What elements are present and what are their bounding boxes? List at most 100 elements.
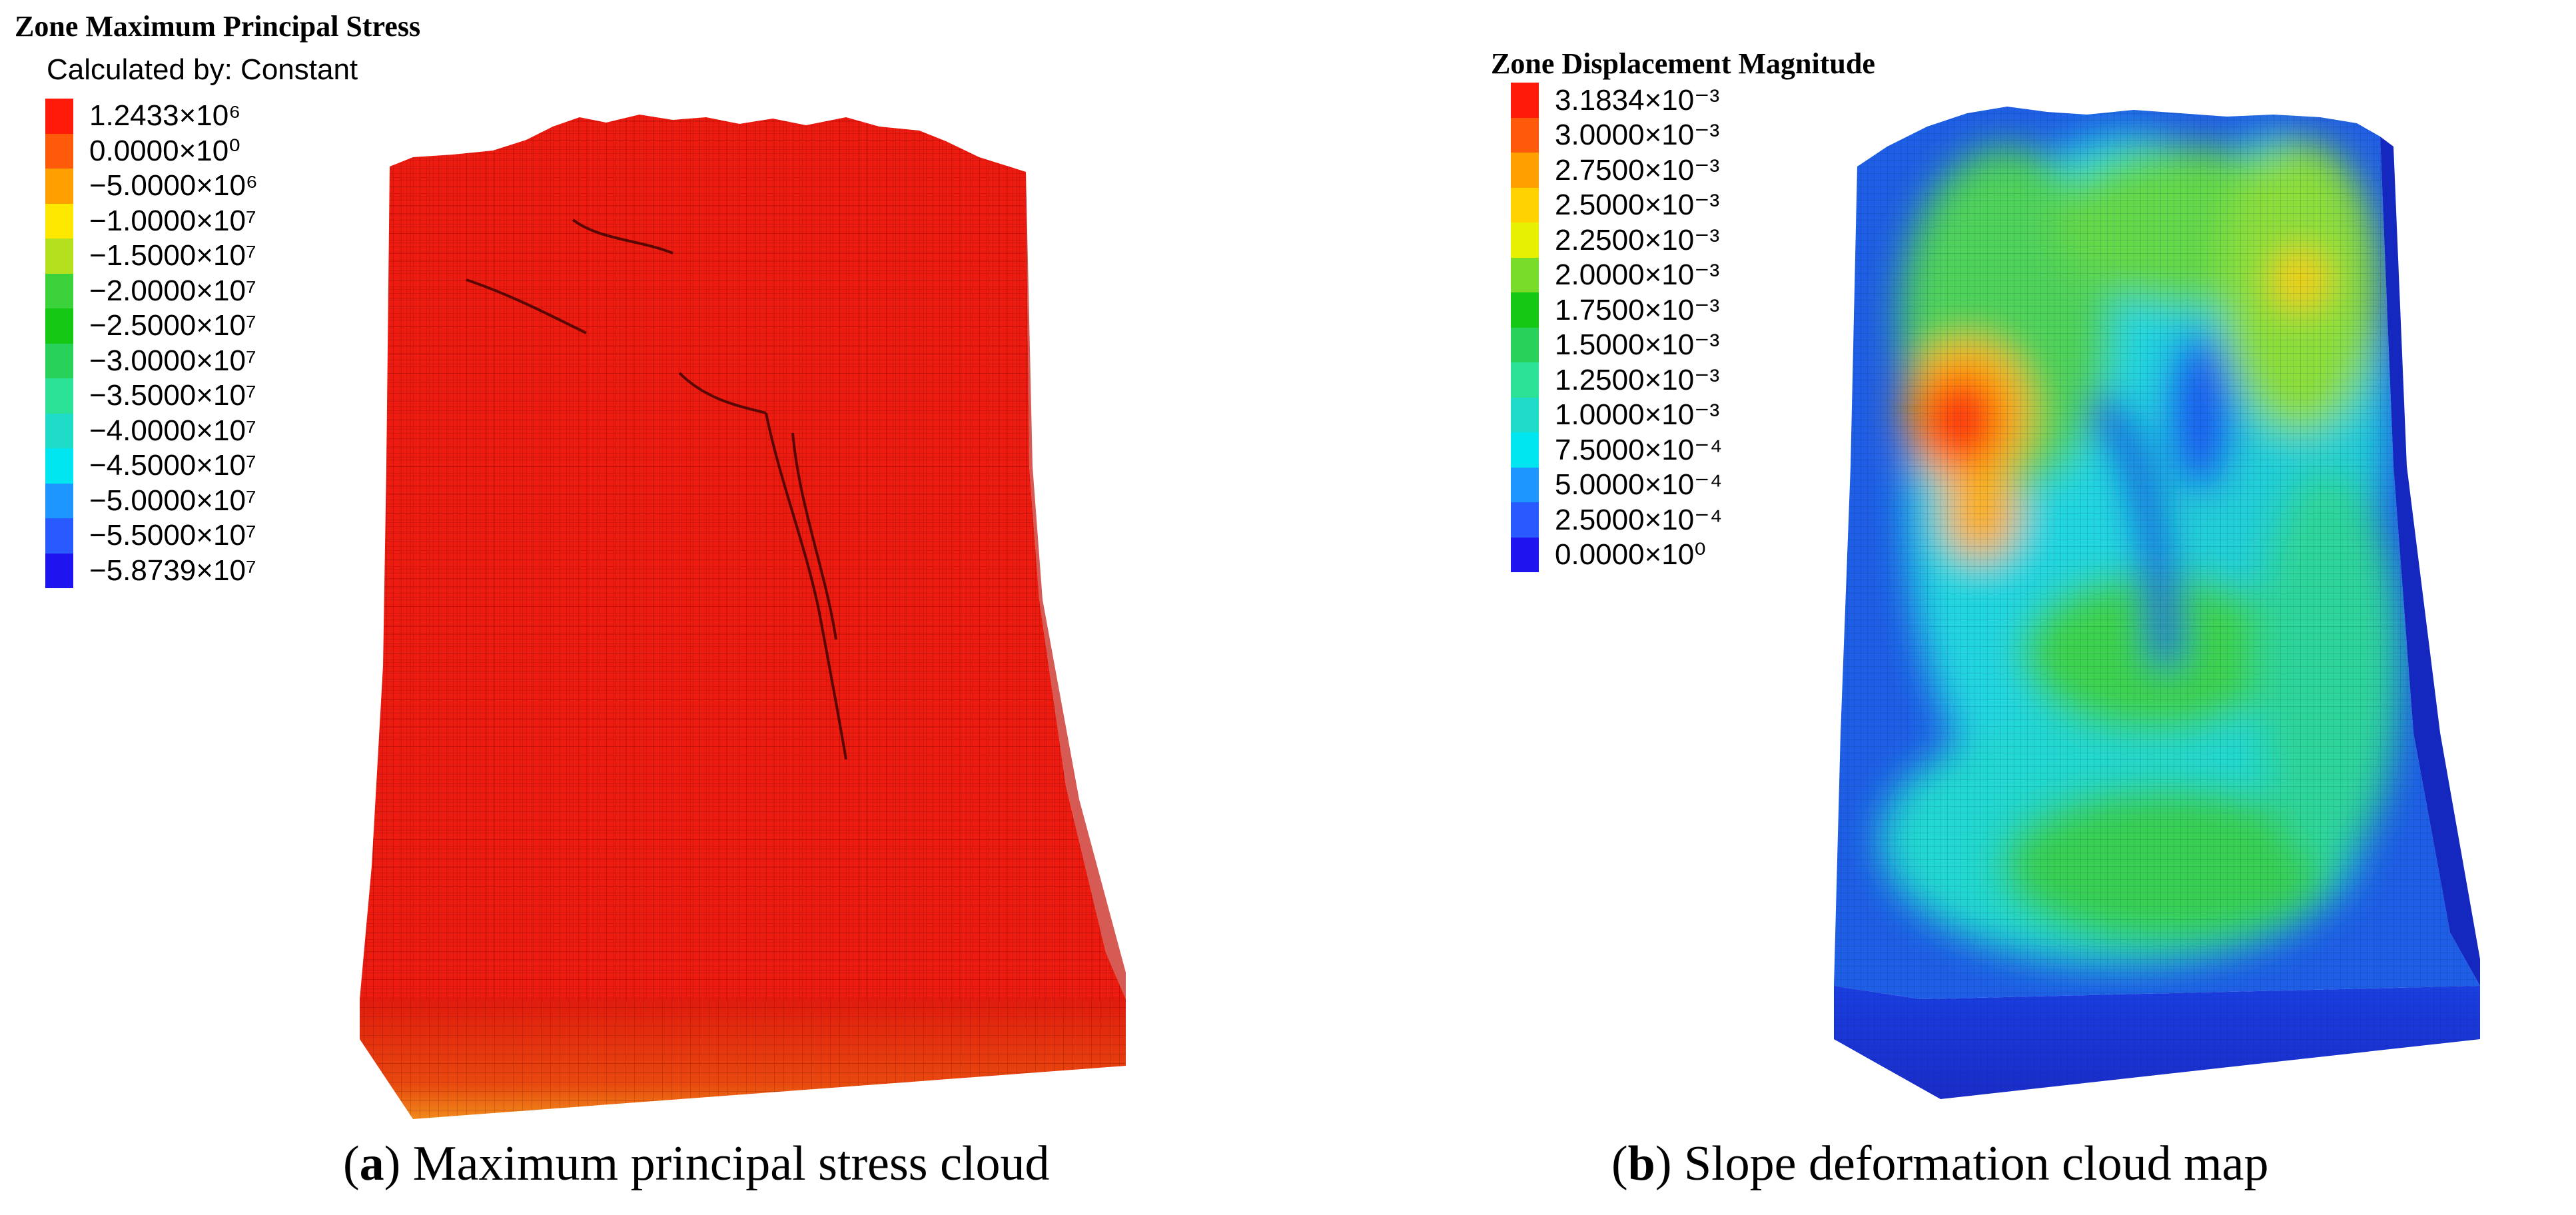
legend-item: 7.5000×10⁻⁴ — [1511, 432, 1722, 468]
legend-label: 0.0000×10⁰ — [89, 135, 240, 168]
legend-item: 2.5000×10⁻³ — [1511, 187, 1722, 222]
legend-item: 1.0000×10⁻³ — [1511, 397, 1722, 432]
legend-label: −5.8739×10⁷ — [89, 554, 256, 587]
legend-swatch — [45, 343, 73, 378]
legend-label: 2.5000×10⁻³ — [1555, 189, 1720, 222]
legend-label: 5.0000×10⁻⁴ — [1555, 468, 1723, 502]
legend-swatch — [1511, 327, 1539, 362]
stress-legend-subtitle: Calculated by: Constant — [47, 53, 358, 86]
legend-swatch — [45, 238, 73, 274]
legend-label: −4.5000×10⁷ — [89, 449, 256, 482]
legend-label: 0.0000×10⁰ — [1555, 538, 1706, 572]
legend-item: −3.5000×10⁷ — [45, 378, 258, 414]
legend-swatch — [1511, 153, 1539, 188]
stress-legend-title: Zone Maximum Principal Stress — [15, 10, 421, 43]
legend-label: 2.0000×10⁻³ — [1555, 258, 1720, 292]
legend-label: −4.0000×10⁷ — [89, 414, 256, 447]
legend-label: −1.5000×10⁷ — [89, 239, 256, 272]
panel-a: Zone Maximum Principal Stress Calculated… — [15, 10, 1126, 1191]
legend-swatch — [45, 133, 73, 169]
legend-item: −3.0000×10⁷ — [45, 343, 258, 378]
legend-item: 1.7500×10⁻³ — [1511, 292, 1722, 328]
legend-item: 2.2500×10⁻³ — [1511, 222, 1722, 258]
legend-swatch — [45, 99, 73, 134]
caption-b-text: ) Slope deformation cloud map — [1655, 1136, 2269, 1191]
legend-label: −1.0000×10⁷ — [89, 204, 256, 237]
legend-label: 1.2500×10⁻³ — [1555, 363, 1720, 396]
legend-label: 1.2433×10⁶ — [89, 99, 241, 133]
stress-legend: 1.2433×10⁶ 0.0000×10⁰ −5.0000×10⁶ −1.0000×1… — [45, 99, 258, 588]
caption-b: (b) Slope deformation cloud map — [1611, 1136, 2269, 1191]
legend-swatch — [45, 203, 73, 238]
legend-item: −1.0000×10⁷ — [45, 203, 258, 238]
legend-swatch — [1511, 432, 1539, 468]
legend-swatch — [1511, 537, 1539, 572]
legend-item: 2.0000×10⁻³ — [1511, 257, 1722, 292]
displacement-legend: 3.1834×10⁻³ 3.0000×10⁻³ 2.7500×10⁻³ 2.5000×… — [1511, 83, 1722, 572]
legend-label: 1.7500×10⁻³ — [1555, 293, 1720, 326]
displacement-model-render — [1834, 107, 2480, 1099]
legend-item: −4.5000×10⁷ — [45, 448, 258, 484]
legend-item: 1.2433×10⁶ — [45, 99, 258, 134]
legend-label: 1.5000×10⁻³ — [1555, 328, 1720, 362]
legend-label: 2.7500×10⁻³ — [1555, 153, 1720, 187]
legend-swatch — [45, 448, 73, 484]
legend-swatch — [1511, 187, 1539, 222]
legend-item: 0.0000×10⁰ — [1511, 537, 1722, 572]
legend-swatch — [45, 308, 73, 344]
legend-swatch — [45, 553, 73, 588]
legend-swatch — [1511, 397, 1539, 432]
legend-label: −2.0000×10⁷ — [89, 274, 256, 307]
legend-item: −4.0000×10⁷ — [45, 413, 258, 448]
legend-label: 7.5000×10⁻⁴ — [1555, 433, 1723, 466]
legend-swatch — [1511, 362, 1539, 398]
legend-item: −2.0000×10⁷ — [45, 273, 258, 308]
caption-a-text: ) Maximum principal stress cloud — [384, 1136, 1050, 1191]
legend-item: 2.5000×10⁻⁴ — [1511, 502, 1722, 538]
caption-a: (a) Maximum principal stress cloud — [343, 1136, 1050, 1191]
legend-item: 5.0000×10⁻⁴ — [1511, 467, 1723, 502]
legend-label: 2.2500×10⁻³ — [1555, 223, 1720, 256]
legend-swatch — [1511, 292, 1539, 328]
legend-swatch — [45, 413, 73, 448]
legend-swatch — [1511, 257, 1539, 292]
legend-label: 3.1834×10⁻³ — [1555, 83, 1720, 117]
legend-swatch — [45, 518, 73, 554]
legend-label: −2.5000×10⁷ — [89, 309, 256, 342]
legend-label: −5.5000×10⁷ — [89, 519, 256, 552]
legend-label: −3.5000×10⁷ — [89, 379, 256, 412]
displacement-legend-title: Zone Displacement Magnitude — [1491, 47, 1875, 80]
legend-item: −2.5000×10⁷ — [45, 308, 258, 344]
legend-item: 3.0000×10⁻³ — [1511, 117, 1722, 153]
legend-label: −5.0000×10⁷ — [89, 484, 256, 517]
caption-b-letter: b — [1627, 1136, 1655, 1191]
legend-item: −5.8739×10⁷ — [45, 553, 258, 588]
legend-item: 1.2500×10⁻³ — [1511, 362, 1722, 398]
stress-model-render — [360, 115, 1126, 1119]
legend-swatch — [1511, 222, 1539, 258]
legend-label: 3.0000×10⁻³ — [1555, 119, 1720, 152]
legend-item: −1.5000×10⁷ — [45, 238, 258, 274]
caption-a-letter: a — [359, 1136, 384, 1191]
legend-item: 2.7500×10⁻³ — [1511, 153, 1722, 188]
legend-swatch — [45, 483, 73, 518]
legend-label: 1.0000×10⁻³ — [1555, 398, 1720, 432]
legend-item: −5.0000×10⁶ — [45, 169, 258, 204]
legend-item: 3.1834×10⁻³ — [1511, 83, 1722, 118]
legend-label: −5.0000×10⁶ — [89, 169, 258, 202]
surface-cracks — [466, 218, 847, 760]
panel-b: Zone Displacement Magnitude 3.1834×10⁻³ 3… — [1288, 0, 2576, 1215]
legend-item: −5.0000×10⁷ — [45, 483, 258, 518]
legend-label: 2.5000×10⁻⁴ — [1555, 503, 1723, 536]
legend-item: 1.5000×10⁻³ — [1511, 327, 1722, 362]
legend-swatch — [45, 378, 73, 414]
legend-swatch — [1511, 502, 1539, 538]
legend-item: 0.0000×10⁰ — [45, 133, 258, 169]
legend-swatch — [45, 169, 73, 204]
legend-label: −3.0000×10⁷ — [89, 344, 256, 377]
legend-item: −5.5000×10⁷ — [45, 518, 258, 554]
legend-swatch — [1511, 117, 1539, 153]
legend-swatch — [1511, 467, 1539, 502]
legend-swatch — [45, 273, 73, 308]
legend-swatch — [1511, 83, 1539, 118]
